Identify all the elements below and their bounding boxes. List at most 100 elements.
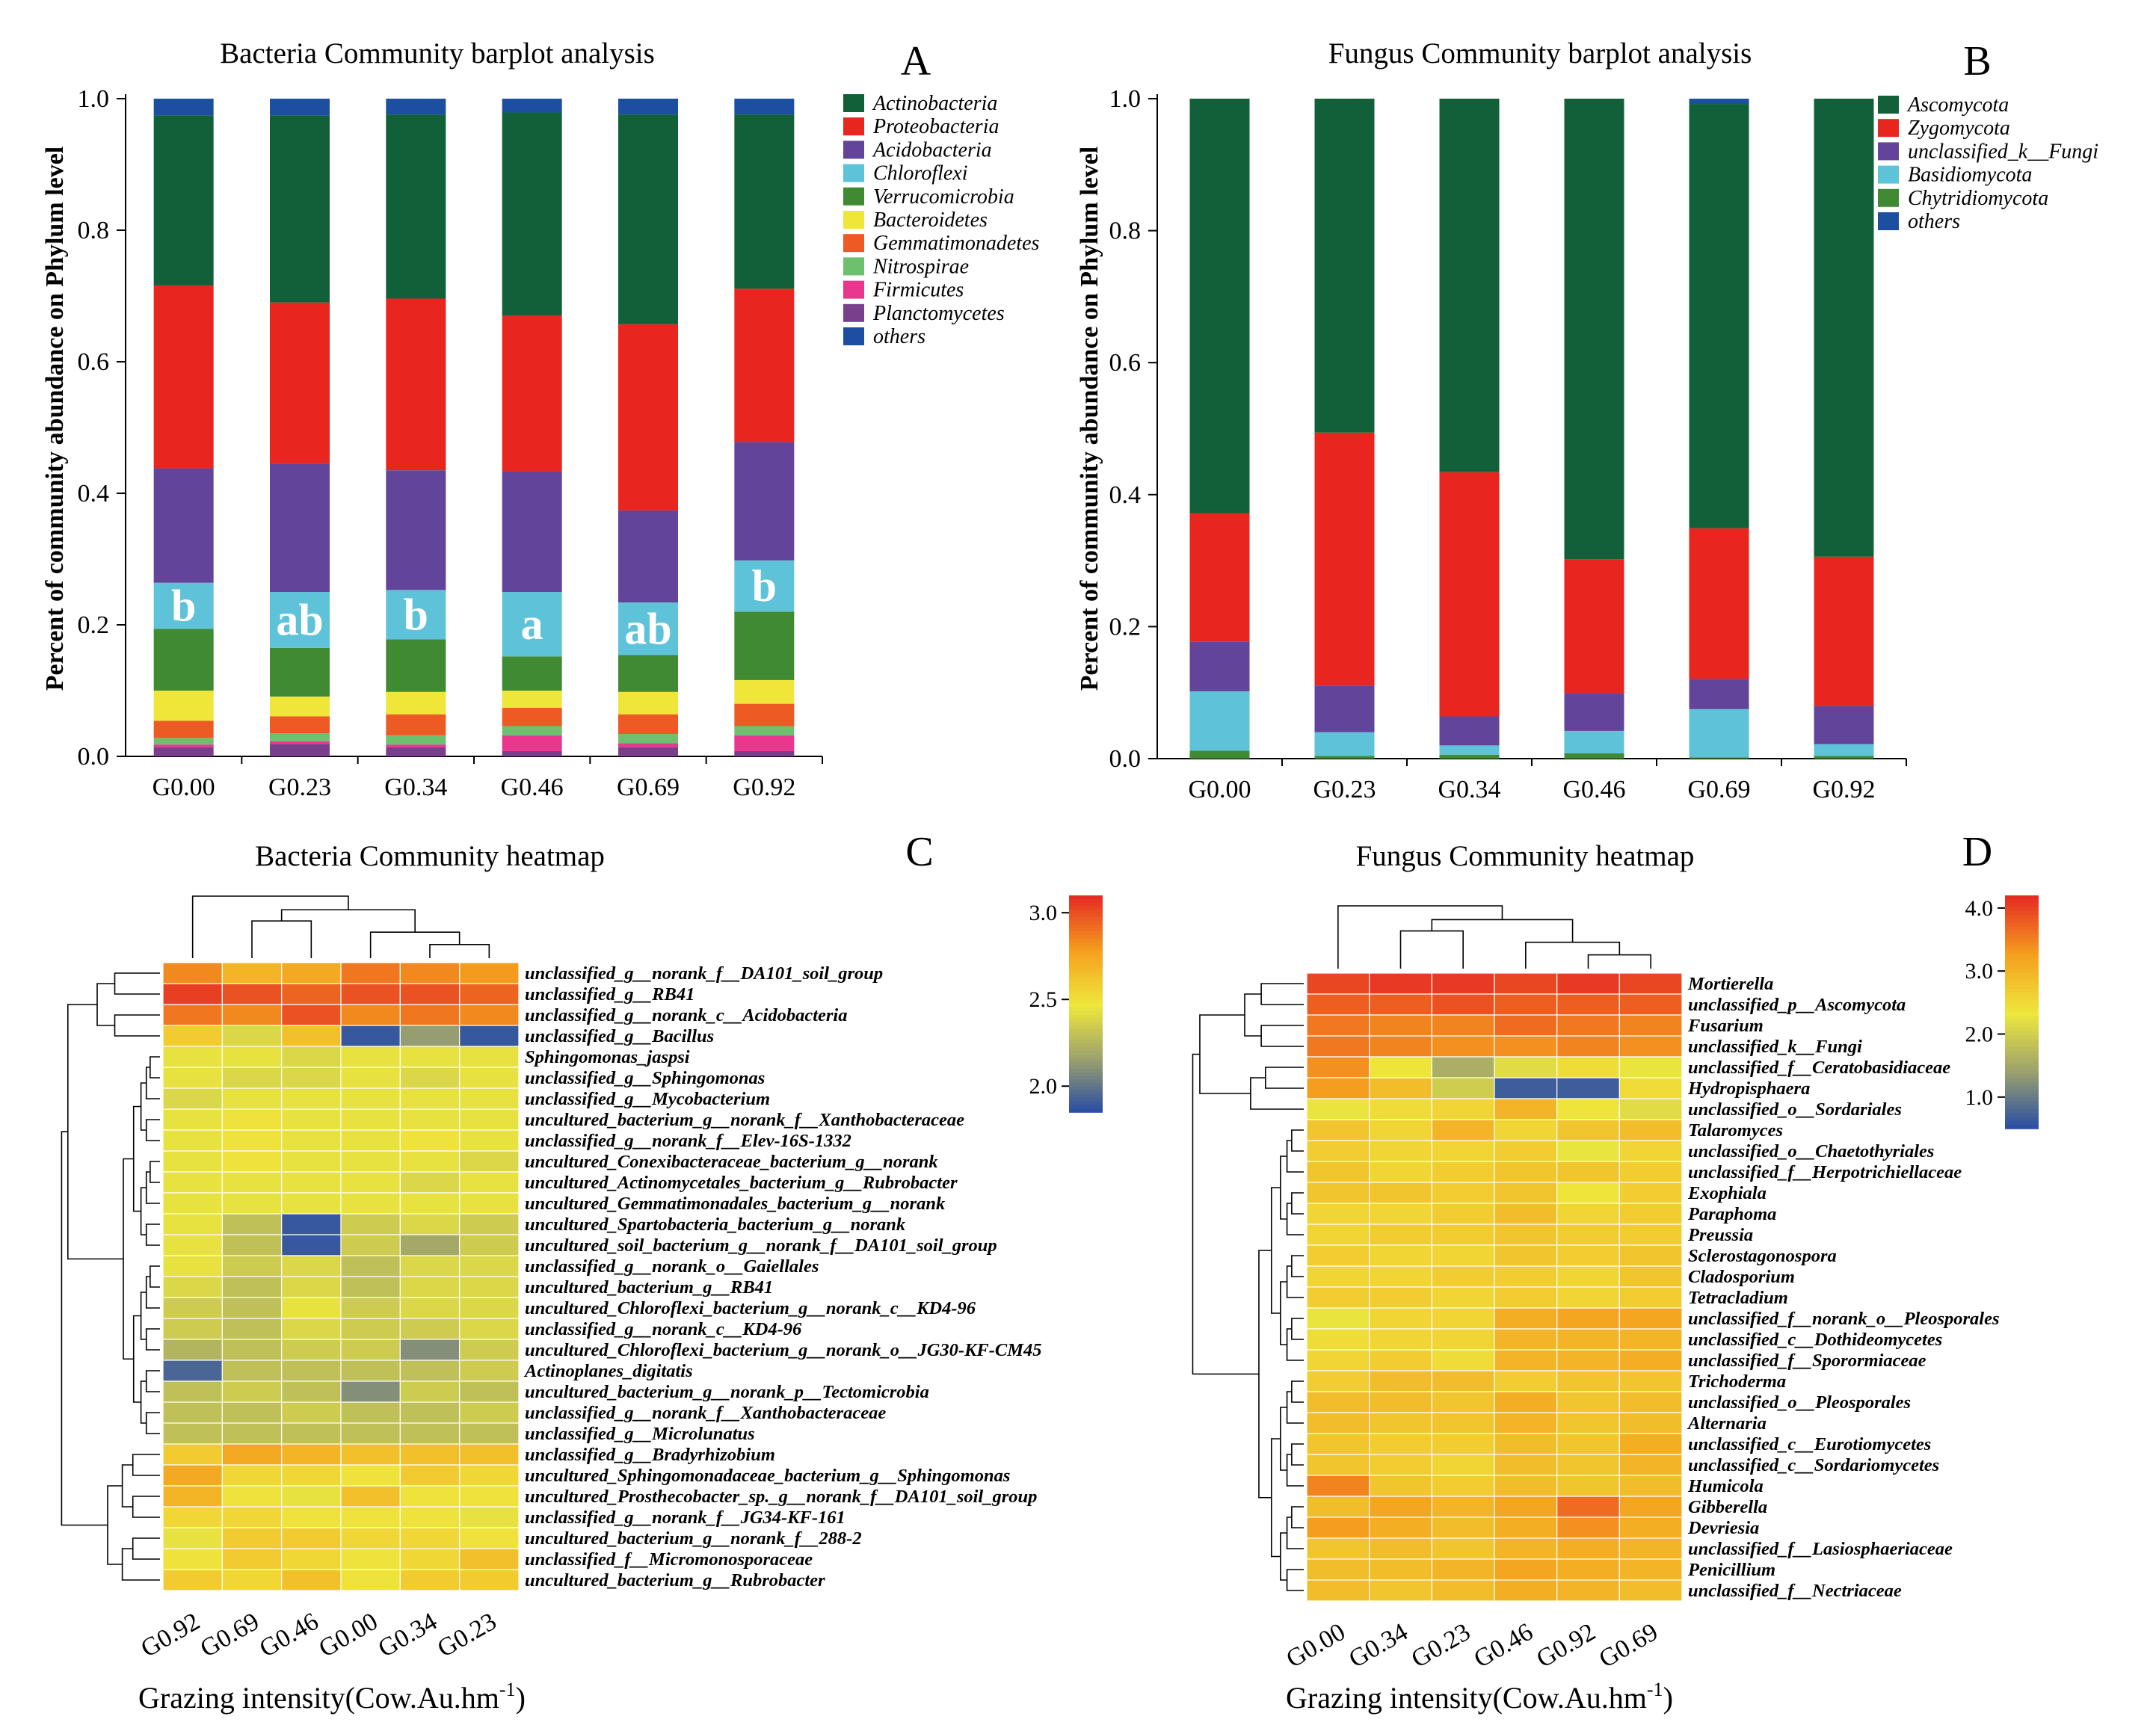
significance-label: b <box>752 561 777 611</box>
heatmap-cell <box>340 1025 401 1047</box>
heatmap-cell <box>459 983 520 1005</box>
bar-segment-bacteroidetes <box>270 696 330 717</box>
row-label: Mortierella <box>1687 974 1773 994</box>
colorbar-segment <box>1069 1108 1103 1113</box>
heatmap-cell <box>1618 1244 1683 1267</box>
bacteria-barplot-bars: b ab b a ab b <box>153 99 795 756</box>
bar-segment-chloroflexi <box>386 590 446 640</box>
bar-segment-others <box>153 99 214 116</box>
bar-segment-basidiomycota <box>1439 745 1500 755</box>
heatmap-cell <box>340 1339 401 1361</box>
heatmap-cell <box>1494 1161 1558 1183</box>
legend-swatch <box>1878 165 1899 184</box>
colorbar-segment <box>2005 1109 2039 1114</box>
heatmap-cell <box>459 1485 520 1508</box>
heatmap-cell <box>1306 1349 1370 1371</box>
heatmap-cell <box>281 962 342 984</box>
heatmap-cell <box>162 1213 223 1235</box>
bar-segment-actinobacteria <box>734 114 795 289</box>
heatmap-cell <box>459 1380 520 1403</box>
colorbar-segment <box>1069 902 1103 907</box>
colorbar-segment <box>1069 1028 1103 1034</box>
heatmap-cell <box>1494 1265 1558 1288</box>
colorbar-segment <box>2005 1097 2039 1102</box>
colorbar-segment <box>2005 934 2039 939</box>
bar-segment-proteobacteria <box>734 288 795 442</box>
column-label: G0.23 <box>433 1608 501 1663</box>
bar-segment-unclassified-k-fungi <box>1439 716 1500 746</box>
x-tick-label: G0.69 <box>617 774 680 801</box>
colorbar-segment <box>1069 1050 1103 1055</box>
heatmap-cell <box>1306 1496 1370 1518</box>
colorbar-segment <box>1069 1090 1103 1095</box>
bacteria-heatmap-colorbar: 2.0 2.5 3.0 <box>1029 895 1103 1113</box>
bar-segment-acidobacteria <box>270 463 330 592</box>
heatmap-cell <box>162 1192 223 1215</box>
heatmap-cell <box>1618 1579 1683 1602</box>
colorbar-segment <box>2005 910 2039 916</box>
row-label: uncultured_Gemmatimonadales_bacterium_g_… <box>525 1194 946 1214</box>
bar-segment-proteobacteria <box>502 315 562 472</box>
heatmap-cell <box>459 1548 520 1570</box>
row-dendrogram-link <box>114 972 160 995</box>
legend-swatch <box>843 141 864 159</box>
legend-label: Bacteroidetes <box>873 209 988 232</box>
heatmap-cell <box>1618 1537 1683 1560</box>
bar-segment-actinobacteria <box>618 114 678 324</box>
colorbar-segment <box>2005 984 2039 990</box>
row-dendrogram-link <box>1280 1155 1287 1220</box>
colorbar-segment <box>2005 961 2039 966</box>
row-dendrogram-link <box>145 1067 160 1099</box>
row-label: unclassified_o__Sordariales <box>1688 1099 1902 1120</box>
colorbar-segment <box>1069 1058 1103 1063</box>
bar-segment-acidobacteria <box>386 470 446 590</box>
colorbar-segment <box>2005 1093 2039 1099</box>
heatmap-cell <box>1494 1475 1558 1497</box>
colorbar-segment <box>2005 895 2039 900</box>
bar-segment-unclassified-k-fungi <box>1189 641 1250 691</box>
heatmap-cell <box>1494 1307 1558 1330</box>
fungus-heatmap-dendrograms <box>1192 905 1651 1591</box>
heatmap-cell <box>1369 1140 1432 1162</box>
row-label: uncultured_Conexibacteraceae_bacterium_g… <box>525 1152 938 1172</box>
bar-segment-ascomycota <box>1314 99 1375 433</box>
heatmap-cell <box>1306 1454 1370 1476</box>
legend-label: Basidiomycota <box>1908 164 2032 187</box>
y-tick-label: 0.6 <box>1109 349 1142 377</box>
colorbar-segment <box>1069 939 1103 943</box>
heatmap-cell <box>459 1087 520 1110</box>
heatmap-cell <box>1306 972 1370 995</box>
fungus-barplot-y-label: Percent of community abundance on Phylum… <box>1076 146 1103 691</box>
bar-segment-proteobacteria <box>386 298 446 471</box>
heatmap-cell <box>162 1108 223 1131</box>
heatmap-cell <box>340 1087 401 1110</box>
row-label: unclassified_g__norank_f__Elev-16S-1332 <box>525 1131 851 1151</box>
colorbar-segment <box>2005 1078 2039 1083</box>
bacteria-barplot-legend: ActinobacteriaProteobacteriaAcidobacteri… <box>843 92 1040 348</box>
row-dendrogram-link <box>145 1171 160 1204</box>
row-label: unclassified_g__Mycobacterium <box>525 1089 770 1109</box>
bar-segment-chloroflexi <box>734 560 795 612</box>
row-label: Preussia <box>1687 1225 1753 1245</box>
bar-segment-bacteroidetes <box>386 691 446 715</box>
bar-segment-verrucomicrobia <box>734 611 795 680</box>
row-label: unclassified_g__Bradyrhizobium <box>525 1445 775 1465</box>
bar-segment-unclassified-k-fungi <box>1689 679 1749 709</box>
heatmap-cell <box>1306 1328 1370 1351</box>
heatmap-cell <box>281 1548 342 1570</box>
heatmap-cell <box>399 1527 461 1549</box>
colorbar-segment <box>2005 930 2039 935</box>
x-tick-label: G0.69 <box>1687 776 1750 803</box>
row-label: Devriesia <box>1687 1518 1759 1538</box>
colorbar-segment <box>1069 1018 1103 1022</box>
colorbar-segment <box>1069 1093 1103 1099</box>
heatmap-cell <box>281 1318 342 1340</box>
colorbar-segment <box>1069 957 1103 961</box>
heatmap-cell <box>1556 1475 1620 1497</box>
heatmap-cell <box>1306 1056 1370 1079</box>
heatmap-cell <box>1556 1203 1620 1225</box>
bar-segment-nitrospirae <box>734 726 795 735</box>
bar-segment-zygomycota <box>1564 559 1624 694</box>
heatmap-cell <box>1369 1035 1432 1058</box>
row-dendrogram-link <box>1280 1407 1287 1471</box>
